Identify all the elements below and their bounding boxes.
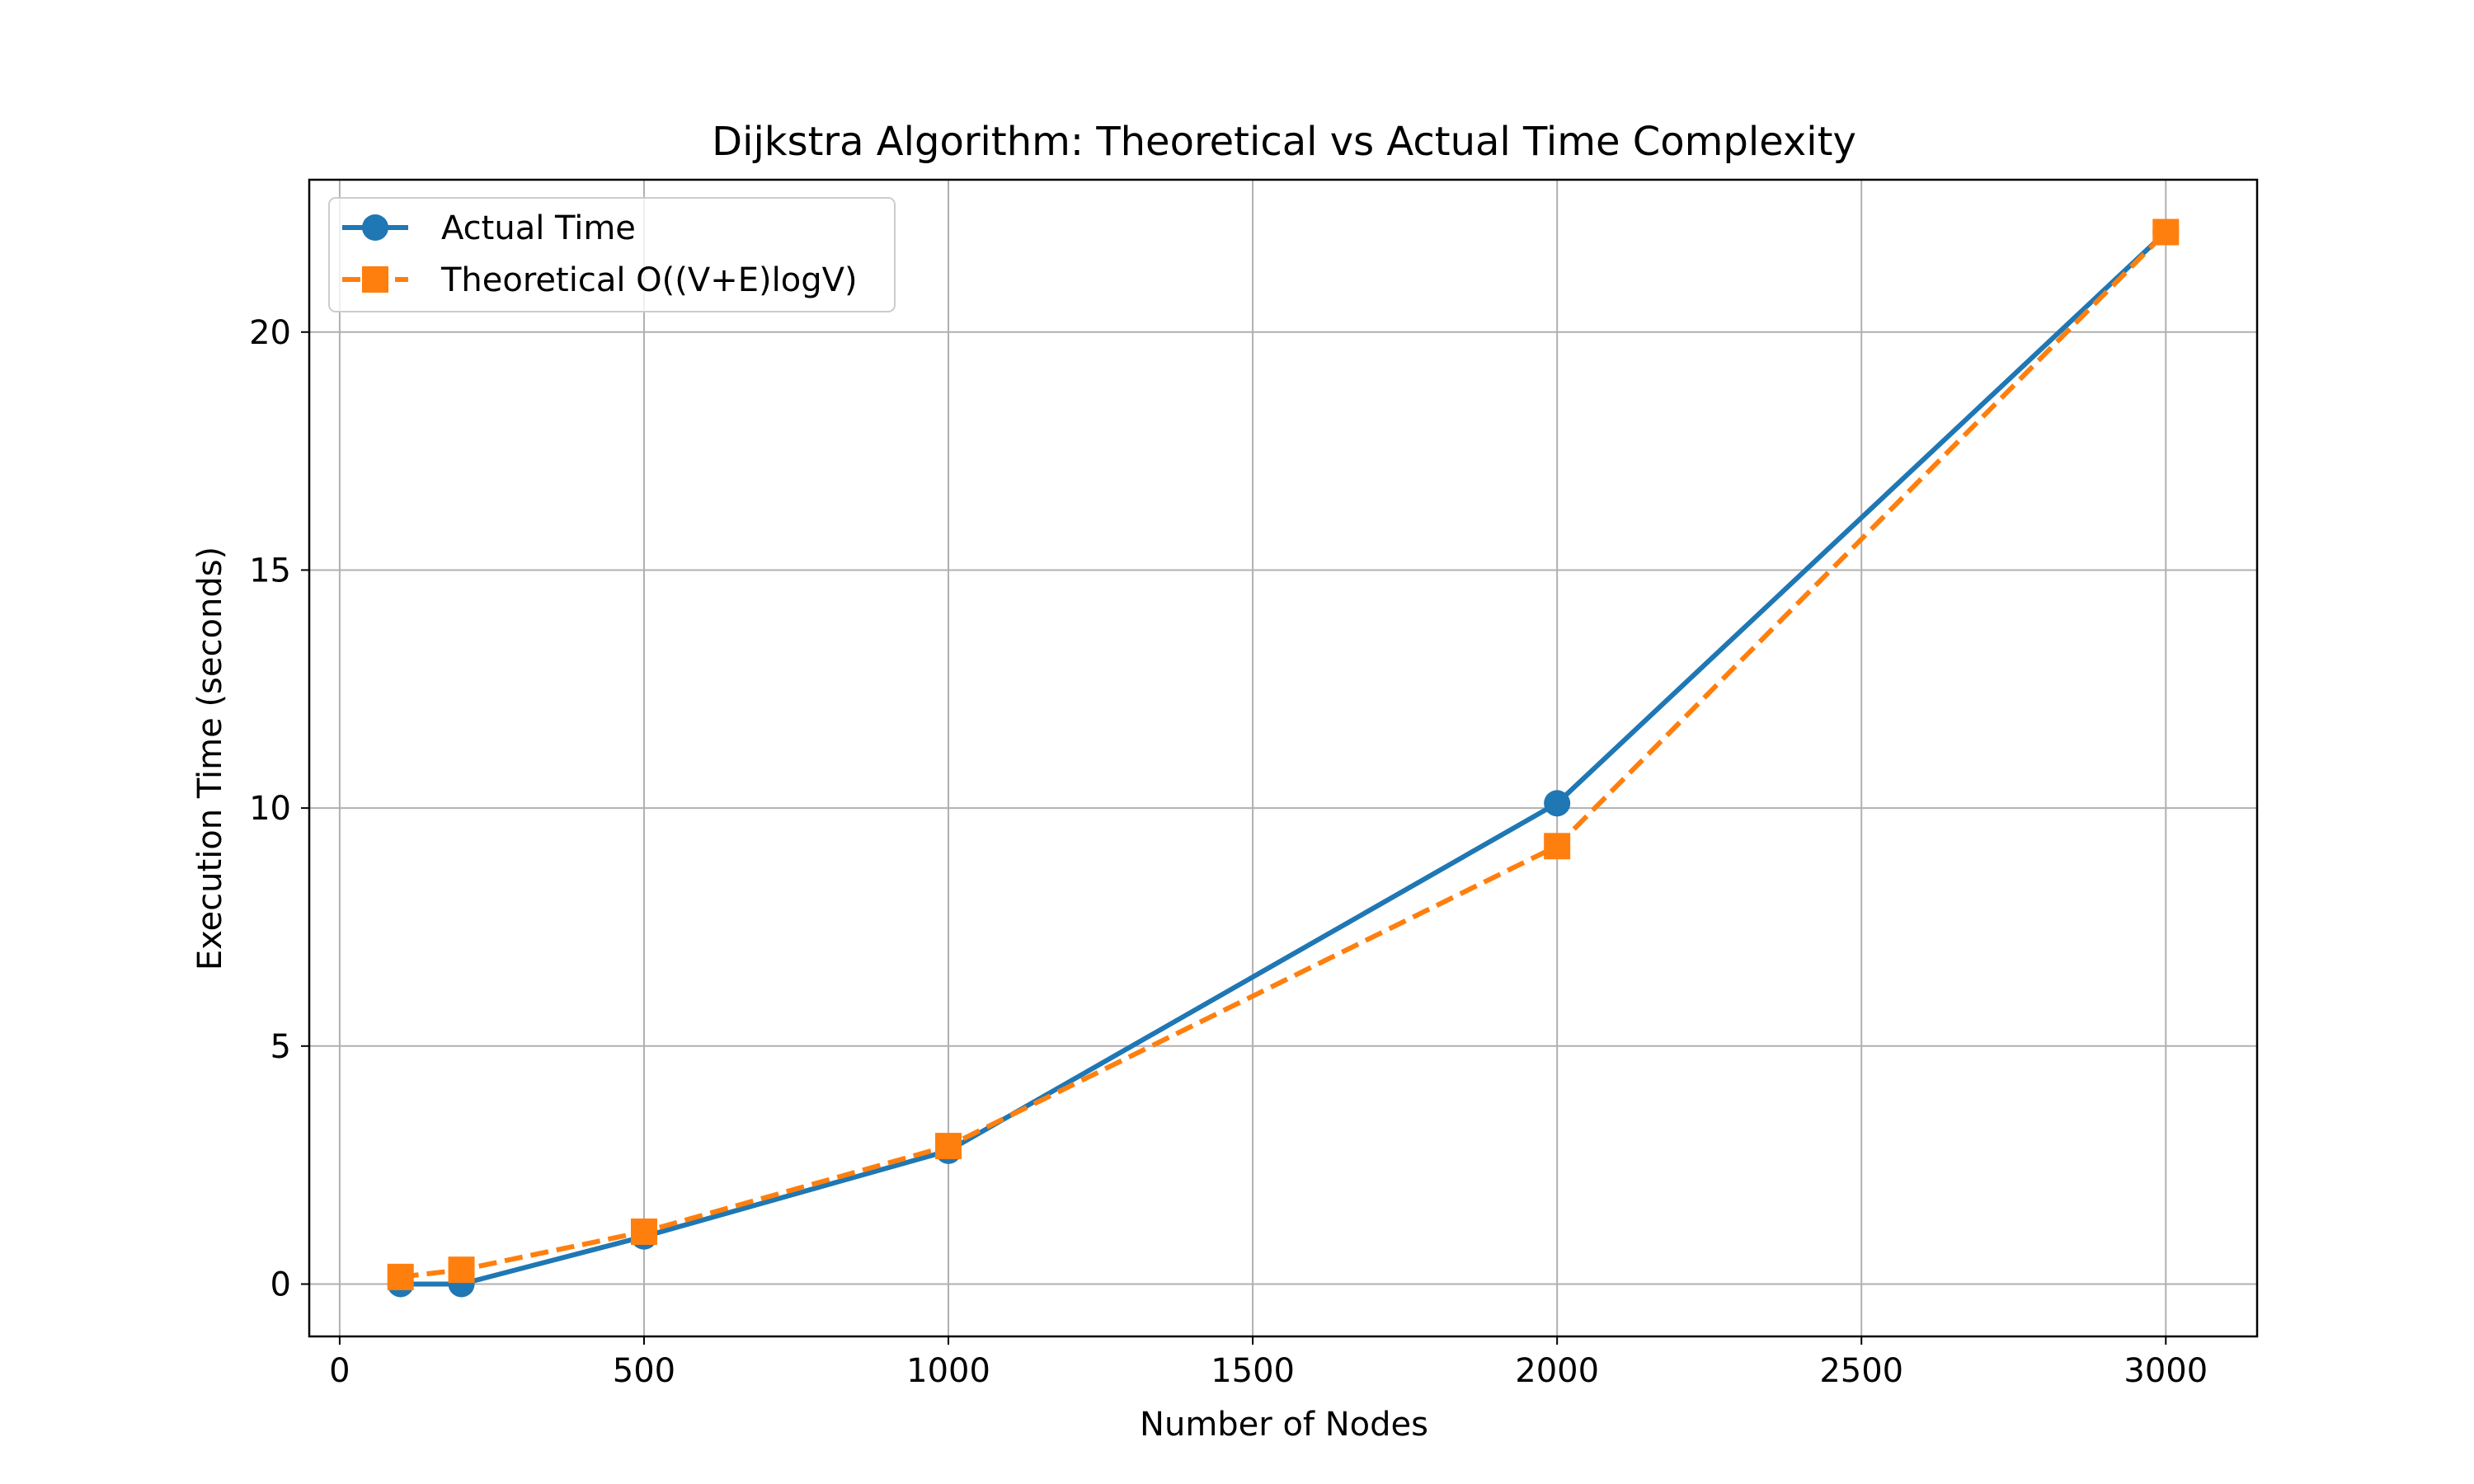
- x-tick-label: 1500: [1211, 1352, 1295, 1390]
- x-axis-label: Number of Nodes: [1140, 1406, 1428, 1444]
- data-point-theoretical: [630, 1218, 657, 1245]
- series-line-theoretical: [400, 230, 2168, 1280]
- legend: Actual Time Theoretical O((V+E)logV): [328, 197, 896, 312]
- series-layer: [387, 218, 2180, 1298]
- data-point-theoretical: [1544, 833, 1571, 860]
- x-tick-label: 3000: [2124, 1352, 2208, 1390]
- chart-title: Dijkstra Algorithm: Theoretical vs Actua…: [712, 119, 1856, 165]
- data-point-theoretical: [2152, 218, 2180, 246]
- legend-marker-actual: [362, 214, 388, 241]
- x-tick-label: 0: [329, 1352, 350, 1390]
- plot-frame: [308, 178, 2259, 1338]
- axis-ticks: 0 500 1000 1500 2000 2500 3000 0 5 10 15 20: [249, 314, 2208, 1390]
- y-tick-label: 20: [249, 314, 291, 352]
- legend-box: [328, 197, 896, 312]
- grid-lines: [309, 180, 2257, 1336]
- y-tick-label: 10: [249, 790, 291, 828]
- data-point-actual: [1544, 790, 1571, 817]
- y-tick-label: 0: [270, 1266, 291, 1303]
- legend-label-theoretical: Theoretical O((V+E)logV): [440, 261, 858, 299]
- y-axis-label: Execution Time (seconds): [191, 547, 229, 970]
- legend-label-actual: Actual Time: [441, 209, 636, 247]
- legend-marker-theoretical: [362, 266, 388, 293]
- data-point-theoretical: [387, 1263, 414, 1290]
- y-tick-label: 15: [249, 552, 291, 589]
- x-tick-label: 500: [613, 1352, 675, 1390]
- x-tick-label: 1000: [906, 1352, 990, 1390]
- x-tick-label: 2500: [1819, 1352, 1903, 1390]
- x-tick-label: 2000: [1515, 1352, 1599, 1390]
- y-tick-label: 5: [270, 1028, 291, 1066]
- data-point-theoretical: [448, 1256, 475, 1284]
- data-point-theoretical: [935, 1133, 962, 1160]
